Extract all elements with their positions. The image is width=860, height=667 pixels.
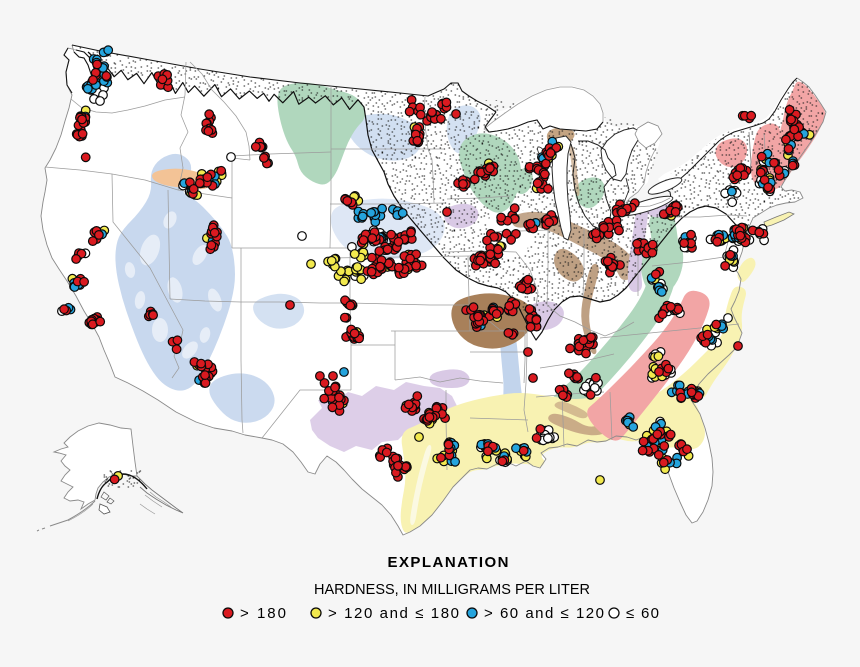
svg-text:≤ 60: ≤ 60 bbox=[626, 605, 659, 622]
svg-text:HARDNESS, IN MILLIGRAMS PER LI: HARDNESS, IN MILLIGRAMS PER LITER bbox=[314, 582, 590, 598]
svg-text:> 180: > 180 bbox=[240, 605, 286, 622]
svg-text:> 120 and ≤ 180: > 120 and ≤ 180 bbox=[328, 605, 459, 622]
svg-text:EXPLANATION: EXPLANATION bbox=[388, 554, 509, 571]
